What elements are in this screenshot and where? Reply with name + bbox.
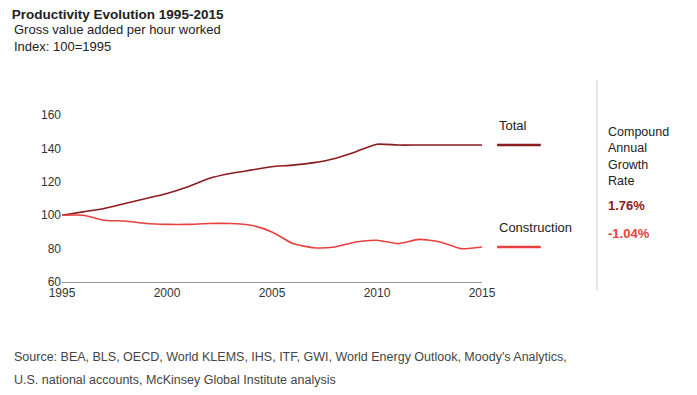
svg-text:160: 160 [41, 108, 61, 122]
svg-text:140: 140 [41, 142, 61, 156]
svg-text:Gross value added per hour wor: Gross value added per hour worked [14, 22, 221, 37]
svg-text:-1.04%: -1.04% [608, 226, 650, 241]
svg-text:80: 80 [48, 242, 62, 256]
svg-text:2000: 2000 [154, 286, 181, 300]
svg-text:2010: 2010 [364, 286, 391, 300]
svg-text:120: 120 [41, 175, 61, 189]
svg-text:1.76%: 1.76% [608, 198, 645, 213]
svg-text:2005: 2005 [259, 286, 286, 300]
svg-text:Productivity Evolution 1995-20: Productivity Evolution 1995-2015 [12, 7, 224, 22]
svg-text:Source: BEA, BLS, OECD, World: Source: BEA, BLS, OECD, World KLEMS, IHS… [14, 350, 567, 364]
svg-text:U.S. national accounts, McKins: U.S. national accounts, McKinsey Global … [14, 373, 336, 387]
svg-text:1995: 1995 [49, 286, 76, 300]
svg-text:Construction: Construction [499, 220, 572, 235]
svg-text:2015: 2015 [469, 286, 496, 300]
svg-text:Index: 100=1995: Index: 100=1995 [14, 39, 111, 54]
svg-text:CompoundAnnualGrowthRate: CompoundAnnualGrowthRate [608, 125, 669, 188]
svg-text:100: 100 [41, 208, 61, 222]
svg-text:Total: Total [499, 118, 527, 133]
svg-text:60: 60 [48, 275, 62, 289]
